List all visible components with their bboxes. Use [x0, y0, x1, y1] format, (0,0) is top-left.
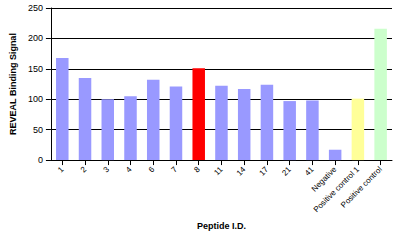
svg-text:Positive control: Positive control — [339, 165, 384, 210]
svg-text:21: 21 — [280, 165, 293, 178]
svg-text:Peptide I.D.: Peptide I.D. — [197, 221, 246, 231]
svg-text:REVEAL Binding Signal: REVEAL Binding Signal — [8, 33, 18, 135]
svg-text:17: 17 — [257, 165, 270, 178]
svg-text:1: 1 — [56, 165, 66, 175]
svg-text:200: 200 — [28, 33, 43, 43]
svg-text:100: 100 — [28, 94, 43, 104]
svg-text:6: 6 — [147, 165, 157, 175]
svg-text:14: 14 — [235, 165, 248, 178]
svg-text:Positive control 1: Positive control 1 — [311, 164, 362, 215]
svg-text:7: 7 — [170, 165, 180, 175]
svg-text:41: 41 — [303, 165, 316, 178]
svg-text:250: 250 — [28, 3, 43, 13]
svg-text:4: 4 — [124, 165, 134, 175]
svg-text:50: 50 — [33, 125, 43, 135]
svg-text:11: 11 — [212, 165, 225, 178]
svg-text:Negative: Negative — [309, 164, 339, 194]
svg-text:3: 3 — [101, 165, 111, 175]
svg-text:150: 150 — [28, 64, 43, 74]
svg-text:8: 8 — [192, 165, 202, 175]
svg-text:0: 0 — [38, 155, 43, 165]
svg-text:2: 2 — [79, 165, 89, 175]
